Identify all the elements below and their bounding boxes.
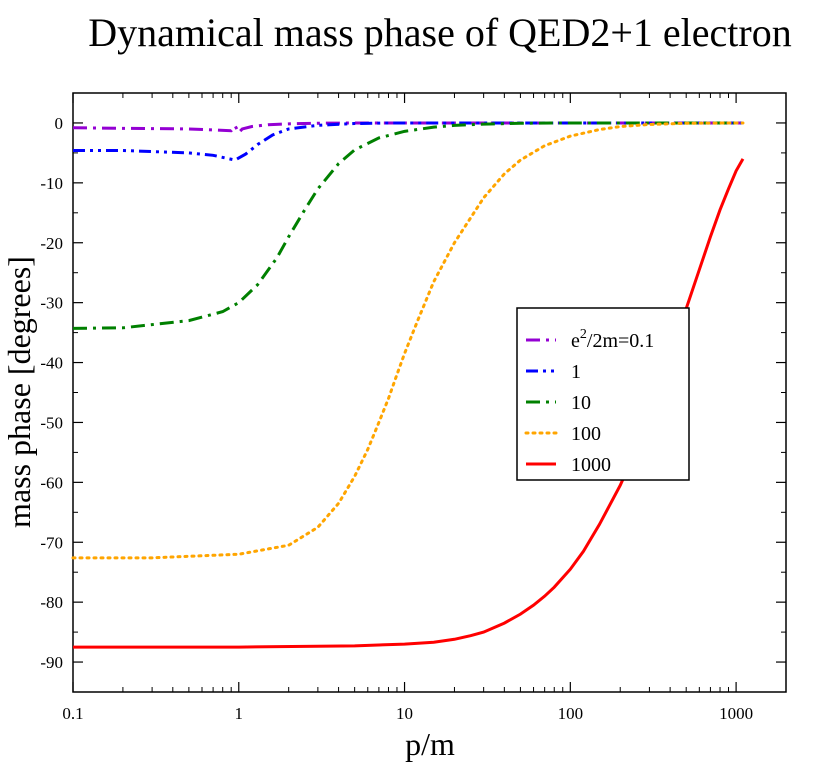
legend-label-4: 1000 <box>571 454 611 476</box>
legend-label-0: e2/2m=0.1 <box>571 327 654 352</box>
x-axis-label: p/m <box>405 726 455 762</box>
legend-label-2: 10 <box>571 392 591 414</box>
x-tick-label: 10 <box>396 704 413 723</box>
legend-label-1: 1 <box>571 361 581 383</box>
y-tick-label: -40 <box>40 354 63 373</box>
x-tick-label: 1000 <box>719 704 753 723</box>
y-tick-label: -50 <box>40 413 63 432</box>
y-tick-label: -70 <box>40 533 63 552</box>
series-line-2 <box>72 121 743 330</box>
y-tick-label: -10 <box>40 174 63 193</box>
series-line-1 <box>73 121 743 162</box>
y-axis-label: mass phase [degrees] <box>1 256 37 528</box>
series-line-4 <box>73 158 745 649</box>
chart-title: Dynamical mass phase of QED2+1 electron <box>88 10 791 55</box>
y-tick-label: -60 <box>40 473 63 492</box>
y-tick-label: -20 <box>40 234 63 253</box>
y-tick-label: 0 <box>55 114 64 133</box>
series-lines <box>71 121 745 649</box>
x-tick-label: 100 <box>558 704 584 723</box>
axis-ticks: 0.1 1 10 100 1000 0 -10 -20 -30 -40 -50 -60 -70 -80 -9… <box>40 92 787 723</box>
y-tick-label: -90 <box>40 653 63 672</box>
series-line-0 <box>72 121 743 136</box>
legend-box <box>516 307 690 481</box>
series-line-3 <box>71 121 745 560</box>
legend-label-3: 100 <box>571 423 601 445</box>
legend: e2/2m=0.1 1 10 100 1000 <box>516 307 690 481</box>
y-tick-label: -80 <box>40 593 63 612</box>
y-tick-label: -30 <box>40 294 63 313</box>
x-tick-label: 0.1 <box>62 704 83 723</box>
x-tick-label: 1 <box>235 704 244 723</box>
